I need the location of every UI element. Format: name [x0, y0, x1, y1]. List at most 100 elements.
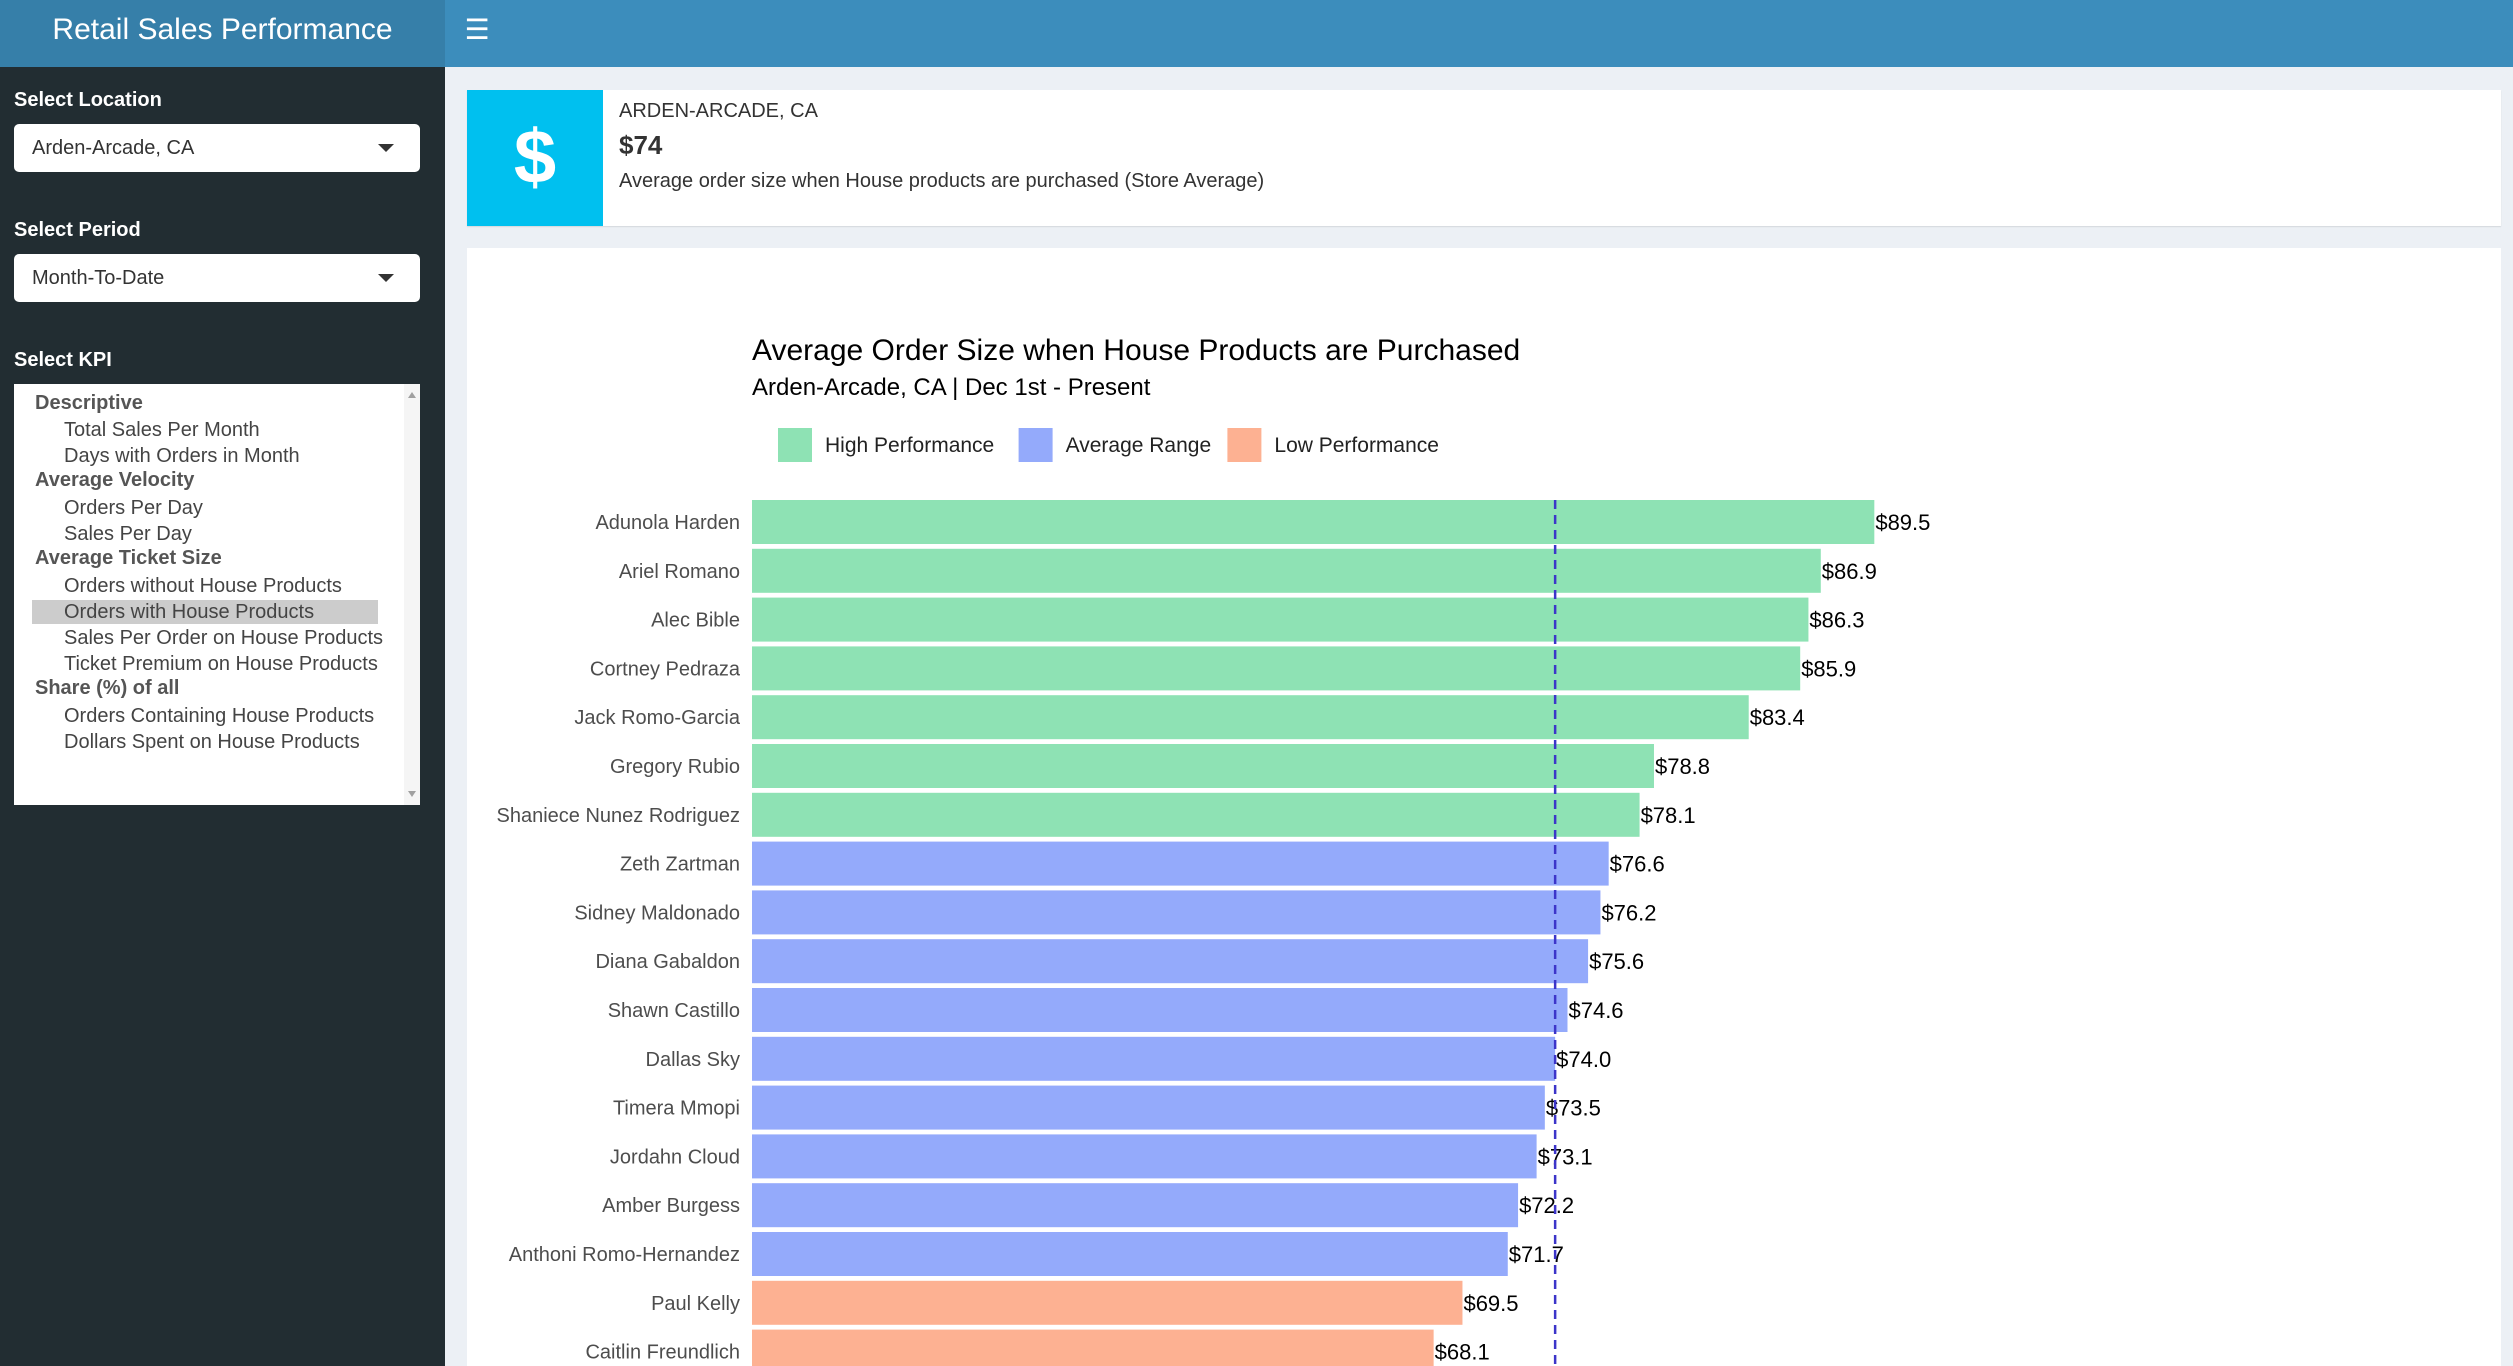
bar-chart: Average Order Size when House Products a…: [497, 334, 1930, 1366]
location-value: Arden-Arcade, CA: [32, 137, 195, 159]
kpi-option[interactable]: Ticket Premium on House Products: [64, 653, 378, 675]
bar: [752, 597, 1809, 642]
location-select[interactable]: Arden-Arcade, CA: [14, 124, 420, 172]
legend-label: High Performance: [825, 434, 994, 457]
value-label: $86.3: [1809, 608, 1864, 633]
bar: [752, 1036, 1556, 1081]
value-label: $78.1: [1641, 803, 1696, 828]
bar: [752, 988, 1568, 1032]
category-label: Caitlin Freundlich: [585, 1342, 740, 1364]
bar: [752, 841, 1609, 886]
bar: [752, 1232, 1508, 1276]
kpi-option[interactable]: Dollars Spent on House Products: [64, 731, 360, 753]
value-label: $74.0: [1556, 1047, 1611, 1072]
category-label: Shaniece Nunez Rodriguez: [497, 805, 741, 827]
category-label: Diana Gabaldon: [595, 951, 740, 973]
value-label: $85.9: [1801, 656, 1856, 681]
hamburger-icon[interactable]: ☰: [464, 14, 490, 45]
kpi-group-label: Descriptive: [35, 392, 143, 414]
bar: [752, 500, 1875, 544]
value-label: $86.9: [1822, 559, 1877, 584]
category-label: Alec Bible: [651, 610, 740, 632]
bar: [752, 1134, 1537, 1179]
category-label: Cortney Pedraza: [590, 658, 741, 680]
kpi-label: Select KPI: [14, 349, 112, 371]
category-label: Shawn Castillo: [608, 1000, 740, 1022]
category-label: Ariel Romano: [619, 561, 740, 583]
kpi-group-label: Share (%) of all: [35, 677, 180, 699]
kpi-scrollbar[interactable]: [404, 384, 420, 805]
period-select[interactable]: Month-To-Date: [14, 254, 420, 302]
category-label: Anthoni Romo-Hernandez: [509, 1244, 740, 1266]
scroll-up-icon[interactable]: [408, 392, 416, 398]
value-label: $72.2: [1519, 1193, 1574, 1218]
chart-bars: Adunola Harden $89.5 Ariel Romano $86.9 Alec…: [497, 500, 1930, 1366]
category-label: Adunola Harden: [595, 512, 740, 534]
chart-legend: High Performance Average Range Low Perform…: [778, 428, 1439, 462]
info-location: ARDEN-ARCADE, CA: [619, 100, 818, 122]
kpi-option[interactable]: Sales Per Order on House Products: [64, 627, 384, 649]
value-label: $83.4: [1750, 705, 1805, 730]
sidebar: Select Location Arden-Arcade, CA Select …: [0, 67, 445, 1366]
bar: [752, 1329, 1434, 1366]
bar: [752, 890, 1601, 935]
value-label: $74.6: [1568, 998, 1623, 1023]
kpi-option-selected[interactable]: Orders with House Products: [32, 600, 378, 624]
app-title[interactable]: Retail Sales Performance: [0, 0, 445, 67]
legend-label: Low Performance: [1274, 434, 1439, 457]
category-label: Paul Kelly: [651, 1293, 740, 1315]
bar: [752, 548, 1821, 593]
scroll-down-icon[interactable]: [408, 791, 416, 797]
top-header: Retail Sales Performance ☰: [0, 0, 2513, 67]
value-label: $78.8: [1655, 754, 1710, 779]
value-label: $68.1: [1435, 1340, 1490, 1365]
bar: [752, 1183, 1519, 1228]
category-label: Timera Mmopi: [613, 1098, 740, 1120]
category-label: Jordahn Cloud: [610, 1146, 740, 1168]
dollar-icon: $: [467, 90, 603, 226]
period-label: Select Period: [14, 219, 141, 241]
bar: [752, 744, 1654, 788]
value-label: $69.5: [1463, 1291, 1518, 1316]
info-box: $ ARDEN-ARCADE, CA $74 Average order siz…: [467, 90, 2501, 226]
kpi-option[interactable]: Days with Orders in Month: [64, 445, 300, 467]
chart-subtitle: Arden-Arcade, CA | Dec 1st - Present: [752, 374, 1151, 401]
bar: [752, 1085, 1545, 1130]
legend-label: Average Range: [1066, 434, 1212, 457]
category-label: Zeth Zartman: [620, 854, 740, 876]
kpi-group-label: Average Velocity: [35, 469, 195, 491]
chevron-down-icon: [378, 144, 394, 152]
legend-swatch: [1227, 428, 1262, 462]
period-value: Month-To-Date: [32, 267, 165, 289]
chart-panel: Average Order Size when House Products a…: [467, 248, 2501, 1366]
kpi-group-label: Average Ticket Size: [35, 547, 222, 569]
kpi-option[interactable]: Total Sales Per Month: [64, 419, 260, 441]
legend-swatch: [1018, 428, 1053, 462]
kpi-listbox[interactable]: Descriptive Total Sales Per Month Days w…: [14, 384, 420, 805]
bar: [752, 792, 1640, 837]
kpi-option[interactable]: Orders Per Day: [64, 497, 203, 519]
value-label: $89.5: [1875, 510, 1930, 535]
value-label: $75.6: [1589, 949, 1644, 974]
category-label: Jack Romo-Garcia: [574, 707, 740, 729]
category-label: Dallas Sky: [646, 1049, 740, 1071]
category-label: Sidney Maldonado: [574, 902, 740, 924]
category-label: Amber Burgess: [602, 1195, 740, 1217]
bar: [752, 939, 1589, 984]
value-label: $76.2: [1601, 900, 1656, 925]
bar: [752, 1280, 1463, 1325]
kpi-option[interactable]: Orders Containing House Products: [64, 705, 375, 727]
info-description: Average order size when House products a…: [619, 170, 1265, 192]
legend-swatch: [778, 428, 812, 462]
info-value: $74: [619, 130, 663, 160]
category-label: Gregory Rubio: [610, 756, 740, 778]
value-label: $73.1: [1538, 1144, 1593, 1169]
chart-title: Average Order Size when House Products a…: [752, 334, 1520, 367]
chevron-down-icon: [378, 274, 394, 282]
value-label: $76.6: [1610, 852, 1665, 877]
bar: [752, 646, 1801, 691]
kpi-option[interactable]: Sales Per Day: [64, 523, 192, 545]
location-label: Select Location: [14, 89, 162, 111]
kpi-option[interactable]: Orders without House Products: [64, 575, 342, 597]
bar: [752, 695, 1749, 740]
